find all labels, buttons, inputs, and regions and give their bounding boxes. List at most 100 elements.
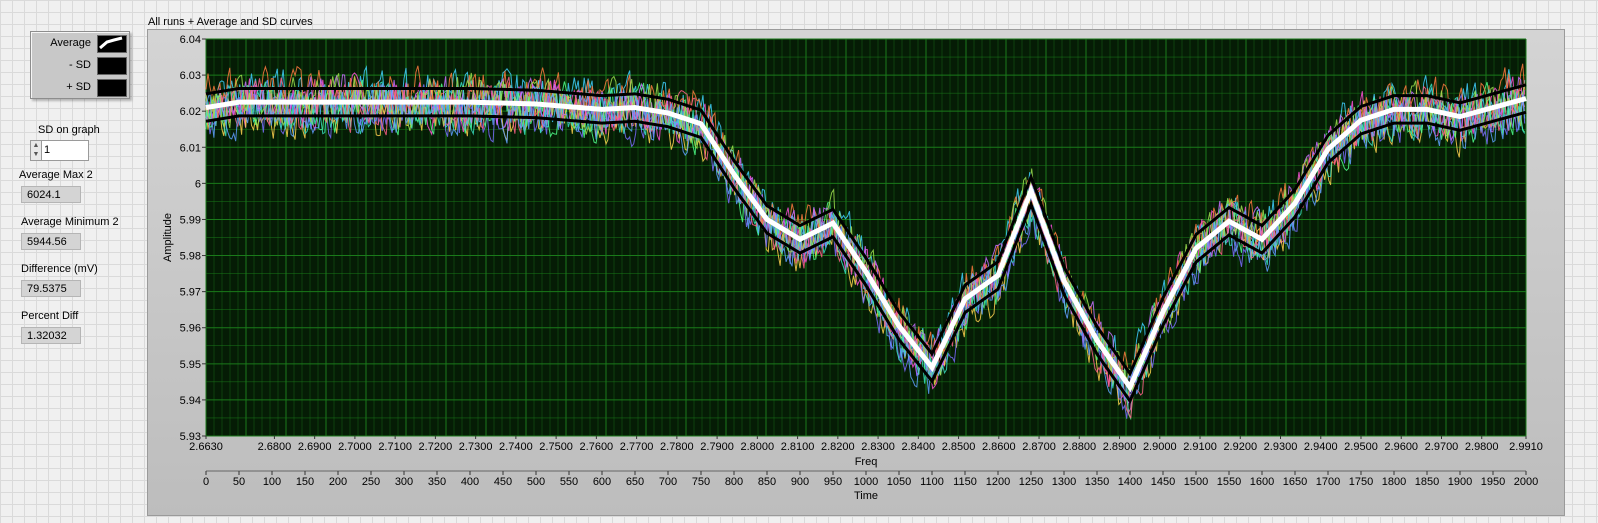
waveform-graph[interactable]: 6.04 6.03 6.02 6.01 6 5.99 5.98 5.97 5.96 5.95 5.9… — [147, 29, 1565, 516]
percent-diff-label: Percent Diff — [21, 310, 79, 322]
time-tick-label: 1900 — [1448, 476, 1472, 488]
time-tick-label: 600 — [593, 476, 611, 488]
y-tick-label: 6.03 — [180, 70, 201, 82]
time-tick-label: 50 — [233, 476, 245, 488]
time-tick-label: 250 — [362, 476, 380, 488]
legend-label-minus-sd: - SD — [69, 59, 91, 71]
x-axis: 2.6630 2.6800 2.6900 2.7000 2.7100 2.7200 2.73… — [189, 436, 1543, 453]
time-tick-label: 1600 — [1250, 476, 1274, 488]
y-tick-label: 5.98 — [180, 251, 201, 263]
x-axis-label: Freq — [855, 456, 878, 468]
x-tick-label: 2.8700 — [1022, 441, 1056, 453]
time-tick-label: 1650 — [1283, 476, 1307, 488]
run-curve-7 — [205, 74, 1526, 404]
x-tick-label: 2.9800 — [1465, 441, 1499, 453]
x-tick-label: 2.9700 — [1425, 441, 1459, 453]
time-tick-label: 1000 — [854, 476, 878, 488]
y-tick-label: 5.96 — [180, 323, 201, 335]
y-tick-label: 6.02 — [180, 106, 201, 118]
x-tick-label: 2.7900 — [700, 441, 734, 453]
time-tick-label: 550 — [560, 476, 578, 488]
sd-on-graph-label: SD on graph — [38, 124, 100, 136]
time-tick-label: 650 — [626, 476, 644, 488]
minus-sd-curve — [205, 110, 1527, 405]
time-tick-label: 1850 — [1415, 476, 1439, 488]
x-tick-label: 2.9000 — [1143, 441, 1177, 453]
run-curve-8 — [205, 81, 1526, 401]
legend-item-minus-sd[interactable]: - SD — [31, 55, 129, 75]
x-tick-label: 2.8900 — [1103, 441, 1137, 453]
time-tick-label: 400 — [461, 476, 479, 488]
time-tick-label: 1400 — [1118, 476, 1142, 488]
plot-grid — [205, 38, 1527, 437]
decrement-arrow-icon[interactable]: ▼ — [32, 151, 40, 158]
x-tick-label: 2.8400 — [901, 441, 935, 453]
x-tick-label: 2.9100 — [1183, 441, 1217, 453]
time-tick-label: 0 — [203, 476, 209, 488]
x-tick-label: 2.7200 — [419, 441, 453, 453]
time-tick-label: 1150 — [953, 476, 977, 488]
x-tick-label: 2.7800 — [660, 441, 694, 453]
time-tick-label: 1500 — [1184, 476, 1208, 488]
x-tick-label: 2.8000 — [741, 441, 775, 453]
x-tick-label: 2.9910 — [1509, 441, 1543, 453]
time-tick-label: 700 — [659, 476, 677, 488]
x-tick-label: 2.9600 — [1384, 441, 1418, 453]
difference-label: Difference (mV) — [21, 263, 98, 275]
x-tick-label: 2.7500 — [539, 441, 573, 453]
stat-curves — [205, 83, 1527, 405]
legend-swatch-minus-sd[interactable] — [97, 57, 127, 75]
average-max-indicator: 6024.1 — [21, 186, 81, 203]
x-tick-label: 2.8500 — [942, 441, 976, 453]
time-tick-label: 300 — [395, 476, 413, 488]
legend-swatch-average[interactable] — [97, 35, 127, 53]
x-tick-label: 2.8600 — [982, 441, 1016, 453]
sd-on-graph-input[interactable]: 1 — [41, 140, 89, 161]
y-tick-label: 6.01 — [180, 142, 201, 154]
y-tick-label: 6 — [195, 178, 201, 190]
x-tick-label: 2.9500 — [1344, 441, 1378, 453]
x-tick-label: 2.6900 — [298, 441, 332, 453]
x-tick-label: 2.7000 — [338, 441, 372, 453]
time-axis: 0 50 100 150 200 250 300 350 400 450 500 550 600 650 7… — [203, 470, 1538, 488]
time-tick-label: 1550 — [1217, 476, 1241, 488]
time-tick-label: 800 — [725, 476, 743, 488]
time-tick-label: 1050 — [887, 476, 911, 488]
percent-diff-indicator: 1.32032 — [21, 327, 81, 344]
x-tick-label: 2.9300 — [1264, 441, 1298, 453]
time-tick-label: 900 — [791, 476, 809, 488]
time-tick-label: 1700 — [1316, 476, 1340, 488]
x-tick-label: 2.8300 — [861, 441, 895, 453]
time-tick-label: 750 — [692, 476, 710, 488]
y-tick-label: 5.95 — [180, 359, 201, 371]
average-curve — [205, 96, 1527, 393]
time-tick-label: 2000 — [1514, 476, 1538, 488]
increment-arrow-icon[interactable]: ▲ — [32, 142, 40, 149]
legend-label-average: Average — [50, 37, 91, 49]
y-tick-label: 5.99 — [180, 214, 201, 226]
x-tick-label: 2.7100 — [378, 441, 412, 453]
average-line-icon — [99, 36, 123, 50]
y-tick-label: 5.94 — [180, 395, 201, 407]
time-tick-label: 1950 — [1481, 476, 1505, 488]
plus-sd-curve — [205, 83, 1527, 377]
average-max-label: Average Max 2 — [19, 169, 93, 181]
average-min-indicator: 5944.56 — [21, 233, 81, 250]
legend-item-plus-sd[interactable]: + SD — [31, 77, 129, 97]
time-tick-label: 1250 — [1019, 476, 1043, 488]
x-tick-label: 2.8800 — [1062, 441, 1096, 453]
legend-item-average[interactable]: Average — [31, 33, 129, 53]
time-tick-label: 150 — [296, 476, 314, 488]
time-tick-label: 1350 — [1085, 476, 1109, 488]
time-tick-label: 1200 — [986, 476, 1010, 488]
legend-label-plus-sd: + SD — [66, 81, 91, 93]
time-tick-label: 1750 — [1349, 476, 1373, 488]
time-tick-label: 1450 — [1151, 476, 1175, 488]
time-tick-label: 450 — [494, 476, 512, 488]
time-tick-label: 200 — [329, 476, 347, 488]
y-axis-label: Amplitude — [162, 213, 174, 262]
plot-legend[interactable]: Average - SD + SD — [30, 31, 130, 99]
x-tick-label: 2.7400 — [499, 441, 533, 453]
legend-swatch-plus-sd[interactable] — [97, 79, 127, 97]
time-tick-label: 500 — [527, 476, 545, 488]
